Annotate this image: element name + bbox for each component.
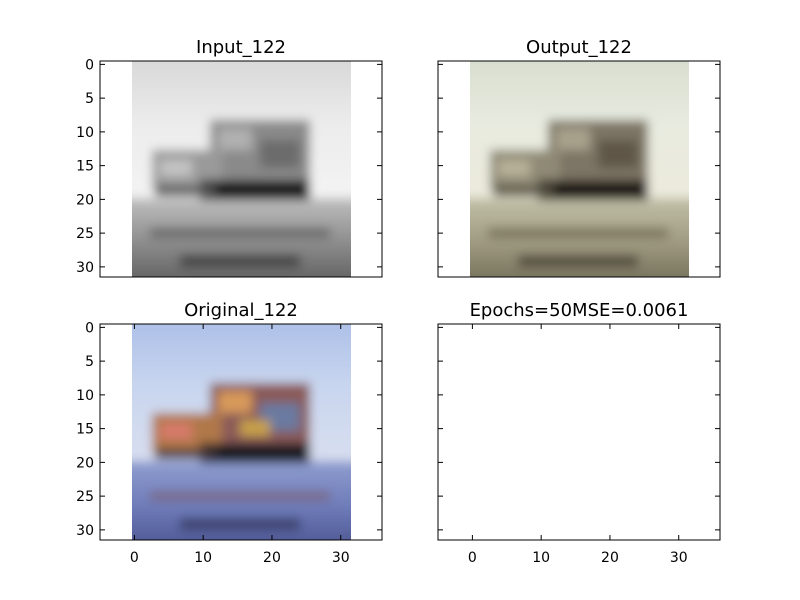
y-axis [438,326,720,531]
y-tick-label: 15 [76,422,94,438]
panel-metrics: Epochs=50MSE=0.0061 0 10 20 30 [437,300,721,566]
y-tick-label: 20 [76,455,94,471]
y-tick-label: 0 [85,320,94,336]
x-tick-label: 20 [601,550,619,566]
panel-input: Input_122 0 5 10 15 20 25 30 [76,37,383,278]
y-tick-label: 15 [76,159,94,175]
y-tick-label: 20 [76,192,94,208]
panel-title: Original_122 [184,300,298,321]
y-tick-label: 10 [76,388,94,404]
y-tick-label: 30 [76,523,94,539]
y-axis: 0 5 10 15 20 25 30 [76,57,382,276]
panel-title: Output_122 [526,37,632,58]
panel-original: Original_122 0 5 10 15 20 25 30 0 10 20 30 [76,300,383,566]
x-tick-label: 20 [263,550,281,566]
axes-frame [437,60,721,278]
x-tick-label: 30 [670,550,688,566]
image-original [132,324,351,540]
panel-output: Output_122 [437,37,721,278]
y-tick-label: 0 [85,57,94,73]
image-input [132,61,351,277]
y-tick-label: 25 [76,226,94,242]
y-tick-label: 30 [76,260,94,276]
x-axis: 0 10 20 30 [130,324,350,566]
x-tick-label: 10 [532,550,550,566]
x-tick-label: 0 [468,550,477,566]
y-tick-label: 5 [85,354,94,370]
panel-title: Input_122 [196,37,286,58]
y-tick-label: 10 [76,125,94,141]
panel-title: Epochs=50MSE=0.0061 [470,300,689,321]
image-output [470,61,689,277]
axes-frame [99,323,383,541]
axes-frame [99,60,383,278]
y-tick-label: 5 [85,91,94,107]
x-tick-label: 0 [130,550,139,566]
y-axis [438,63,720,268]
x-axis: 0 10 20 30 [468,324,688,566]
x-tick-label: 10 [194,550,212,566]
axes-frame [437,323,721,541]
x-tick-label: 30 [332,550,350,566]
y-tick-label: 25 [76,489,94,505]
y-axis: 0 5 10 15 20 25 30 [76,320,382,539]
